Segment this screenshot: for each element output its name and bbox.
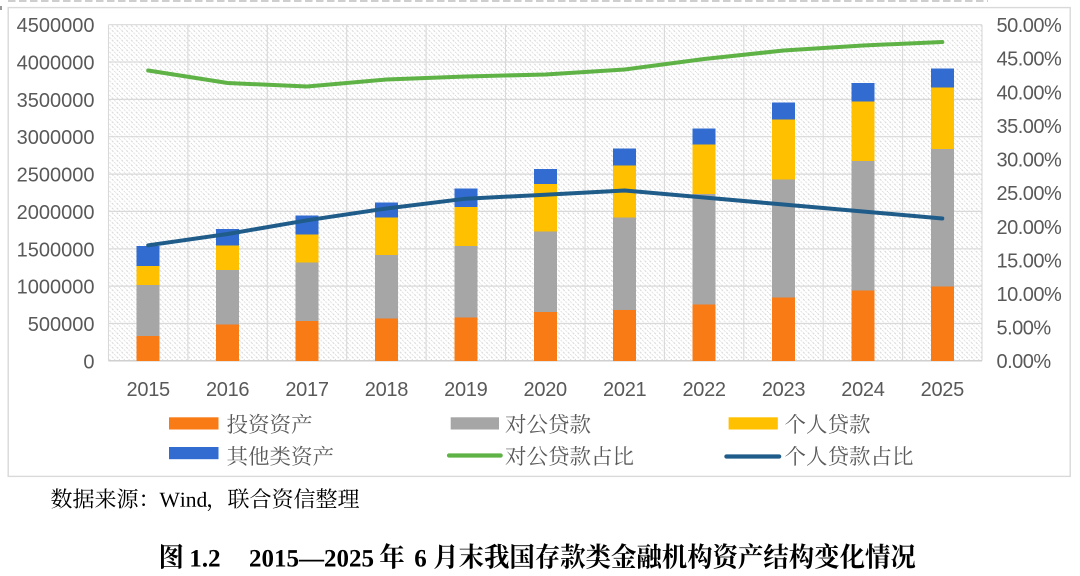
svg-text:3500000: 3500000 (17, 90, 95, 112)
svg-text:1000000: 1000000 (17, 277, 95, 299)
svg-text:10.00%: 10.00% (997, 284, 1063, 306)
svg-text:25.00%: 25.00% (997, 183, 1063, 205)
svg-text:2020: 2020 (524, 379, 567, 401)
svg-text:2500000: 2500000 (17, 165, 95, 187)
svg-text:35.00%: 35.00% (997, 116, 1063, 138)
svg-text:5.00%: 5.00% (997, 318, 1052, 340)
svg-text:2000000: 2000000 (17, 202, 95, 224)
svg-text:2018: 2018 (365, 379, 408, 401)
svg-text:2024: 2024 (841, 379, 884, 401)
svg-text:45.00%: 45.00% (997, 49, 1063, 71)
svg-text:2025: 2025 (921, 379, 964, 401)
svg-text:50.00%: 50.00% (997, 15, 1063, 37)
svg-text:1500000: 1500000 (17, 239, 95, 261)
svg-text:2021: 2021 (603, 379, 646, 401)
svg-text:2016: 2016 (206, 379, 249, 401)
svg-text:2017: 2017 (285, 379, 328, 401)
svg-text:2022: 2022 (682, 379, 725, 401)
svg-text:4000000: 4000000 (17, 53, 95, 75)
svg-text:500000: 500000 (28, 314, 95, 336)
svg-text:40.00%: 40.00% (997, 82, 1063, 104)
svg-text:2023: 2023 (762, 379, 805, 401)
svg-text:4500000: 4500000 (17, 15, 95, 37)
svg-text:30.00%: 30.00% (997, 150, 1063, 172)
svg-text:0.00%: 0.00% (997, 351, 1052, 373)
svg-text:0: 0 (83, 351, 94, 373)
svg-text:3000000: 3000000 (17, 127, 95, 149)
svg-text:2015: 2015 (127, 379, 170, 401)
svg-text:15.00%: 15.00% (997, 250, 1063, 272)
svg-text:20.00%: 20.00% (997, 217, 1063, 239)
svg-text:2019: 2019 (444, 379, 487, 401)
